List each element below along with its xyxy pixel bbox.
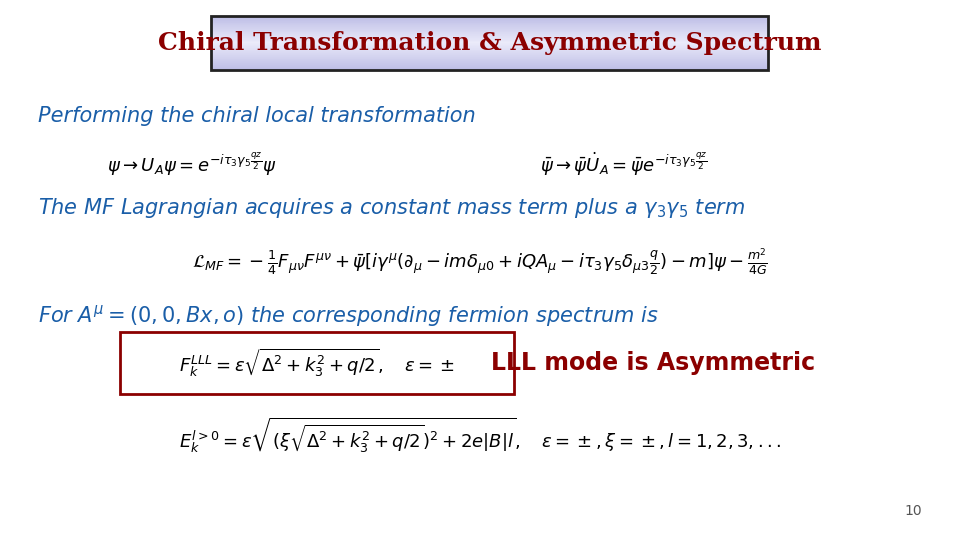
Text: Chiral Transformation & Asymmetric Spectrum: Chiral Transformation & Asymmetric Spect… [157, 31, 822, 55]
Bar [211, 21, 768, 22]
Text: $\bar{\psi} \rightarrow \bar{\psi}\dot{U}_A = \bar{\psi}e^{-i\tau_3\gamma_5\frac: $\bar{\psi} \rightarrow \bar{\psi}\dot{U… [540, 151, 708, 178]
Bar [211, 37, 768, 38]
Bar [211, 54, 768, 55]
Bar [211, 59, 768, 60]
Bar [211, 40, 768, 42]
Bar [211, 22, 768, 23]
Text: $\mathcal{L}_{MF} = -\frac{1}{4}F_{\mu\nu}F^{\mu\nu} + \bar{\psi}[i\gamma^\mu(\p: $\mathcal{L}_{MF} = -\frac{1}{4}F_{\mu\n… [192, 246, 768, 278]
Bar [211, 66, 768, 68]
Bar [211, 24, 768, 25]
Bar [211, 48, 768, 49]
Bar [211, 62, 768, 63]
Bar [211, 35, 768, 36]
Bar [211, 64, 768, 65]
Bar [211, 36, 768, 37]
Text: The MF Lagrangian acquires a constant mass term plus a $\gamma_3\gamma_5$ term: The MF Lagrangian acquires a constant ma… [38, 196, 746, 220]
Bar [211, 50, 768, 51]
Text: $\psi \rightarrow U_A\psi = e^{-i\tau_3\gamma_5\frac{qz}{2}}\psi$: $\psi \rightarrow U_A\psi = e^{-i\tau_3\… [108, 151, 276, 178]
Bar [211, 29, 768, 30]
Bar [211, 33, 768, 34]
Bar [211, 30, 768, 31]
Text: $F_k^{LLL} = \epsilon\sqrt{\Delta^2 + k_3^2 + q/2}, \quad \epsilon = \pm$: $F_k^{LLL} = \epsilon\sqrt{\Delta^2 + k_… [179, 347, 455, 379]
Bar [211, 68, 768, 69]
Bar [211, 28, 768, 29]
Text: For $A^\mu = (0, 0, Bx, o)$ the corresponding fermion spectrum is: For $A^\mu = (0, 0, Bx, o)$ the correspo… [38, 303, 660, 329]
Bar [211, 32, 768, 33]
Bar [211, 52, 768, 53]
Bar [211, 16, 768, 17]
Bar [211, 25, 768, 26]
Text: Performing the chiral local transformation: Performing the chiral local transformati… [38, 106, 476, 126]
Bar [211, 19, 768, 20]
Bar [211, 51, 768, 52]
Bar [211, 18, 768, 19]
Bar [211, 27, 768, 28]
Bar [211, 56, 768, 57]
Bar [211, 57, 768, 58]
Bar [211, 17, 768, 18]
Bar [211, 46, 768, 47]
Bar [211, 58, 768, 59]
Bar [211, 45, 768, 46]
Bar [211, 42, 768, 43]
Bar [211, 44, 768, 45]
Bar [211, 26, 768, 27]
Text: LLL mode is Asymmetric: LLL mode is Asymmetric [491, 351, 815, 375]
Bar [211, 39, 768, 40]
Bar [211, 65, 768, 66]
Bar [211, 47, 768, 48]
Bar [211, 38, 768, 39]
Bar [211, 49, 768, 50]
Bar [211, 55, 768, 56]
Bar [211, 23, 768, 24]
Bar [211, 60, 768, 61]
Bar [211, 61, 768, 62]
Bar [211, 69, 768, 70]
Bar [211, 43, 768, 44]
Bar [211, 53, 768, 54]
Bar [211, 20, 768, 21]
Bar [211, 34, 768, 35]
Text: $E_k^{l>0} = \epsilon\sqrt{(\xi\sqrt{\Delta^2 + k_3^2 + q/2})^2 + 2e|B|l}, \quad: $E_k^{l>0} = \epsilon\sqrt{(\xi\sqrt{\De… [179, 415, 781, 455]
Text: 10: 10 [904, 504, 922, 518]
Bar [211, 63, 768, 64]
Bar [211, 31, 768, 32]
